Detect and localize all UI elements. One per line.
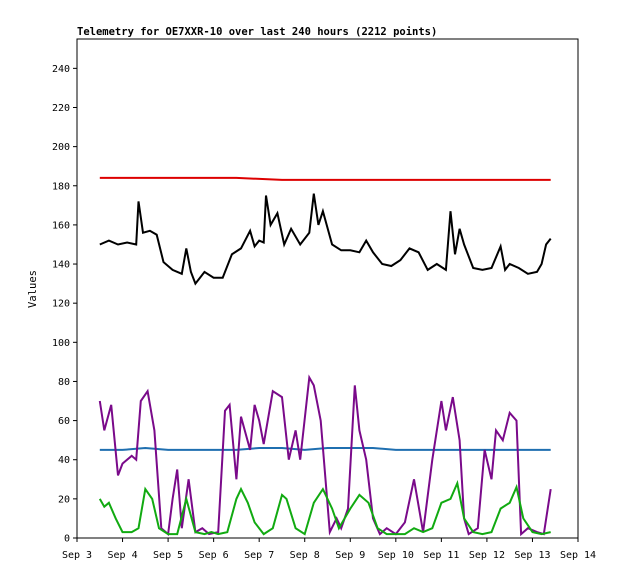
y-tick-label: 60 [58,416,70,427]
y-tick-label: 40 [58,455,70,466]
x-tick-label: Sep 10 [378,550,414,561]
y-tick-label: 200 [52,142,70,153]
x-tick-label: Sep 5 [153,550,183,561]
x-axis-ticks: Sep 3 Sep 4 Sep 5 Sep 6 Sep 7 Sep 8 Sep 9 Sep 1… [62,538,596,561]
series-line-2 [99,446,551,451]
y-tick-label: 180 [52,181,70,192]
y-tick-label: 120 [52,299,70,310]
chart-title: Telemetry for OE7XXR-10 over last 240 ho… [77,26,437,38]
y-tick-label: 100 [52,338,70,349]
x-tick-label: Sep 12 [469,550,505,561]
x-tick-label: Sep 6 [199,550,229,561]
y-tick-label: 0 [64,534,70,545]
x-tick-label: Sep 7 [244,550,274,561]
series-line-4 [98,479,551,536]
x-tick-label: Sep 3 [62,550,92,561]
x-tick-label: Sep 4 [107,550,137,561]
x-tick-label: Sep 8 [290,550,320,561]
series-line-0 [99,176,551,181]
y-tick-label: 20 [58,494,70,505]
y-tick-label: 140 [52,260,70,271]
series-line-3 [98,374,552,537]
x-tick-label: Sep 14 [560,550,596,561]
plot-area [76,38,579,539]
y-axis-ticks: 0 20 40 60 80 100 120 140 160 180 200 220 240 [52,64,77,545]
y-tick-label: 220 [52,103,70,114]
x-tick-label: Sep 9 [335,550,365,561]
series-layer [98,176,552,537]
y-tick-label: 80 [58,377,70,388]
y-axis-label: Values [27,270,39,308]
series-line-1 [99,193,552,286]
y-tick-label: 160 [52,220,70,231]
y-tick-label: 240 [52,64,70,75]
x-tick-label: Sep 13 [514,550,550,561]
x-tick-label: Sep 11 [423,550,459,561]
